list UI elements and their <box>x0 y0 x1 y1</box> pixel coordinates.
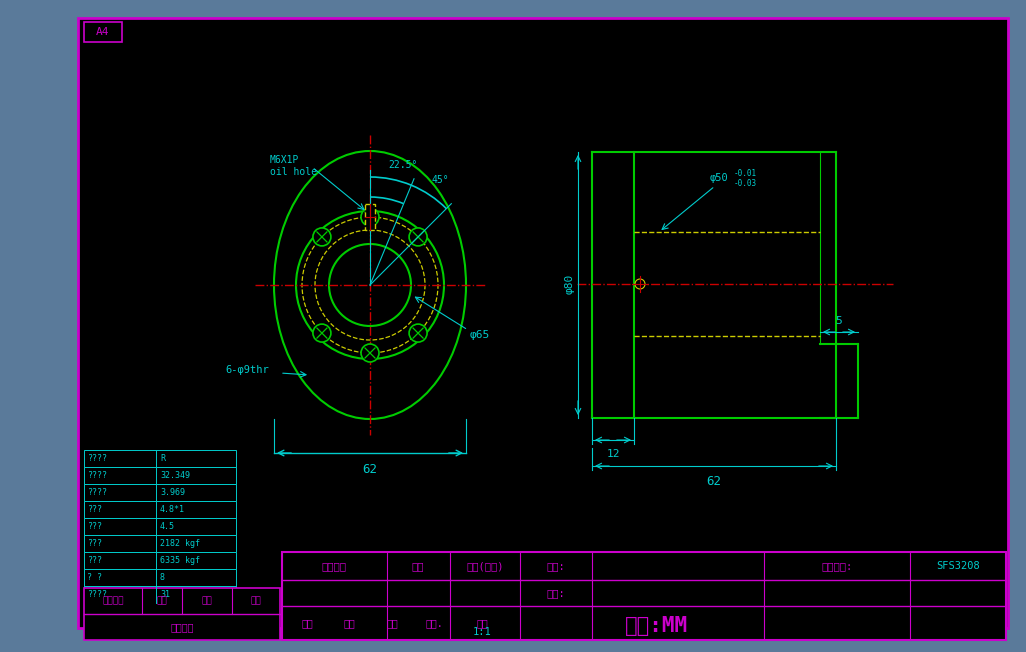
Bar <box>365 204 374 230</box>
Ellipse shape <box>313 324 331 342</box>
Text: ???: ??? <box>87 556 102 565</box>
Text: 45°: 45° <box>432 175 449 185</box>
Text: 视角.: 视角. <box>425 618 443 628</box>
Bar <box>282 552 1007 640</box>
Bar <box>84 588 280 640</box>
Text: 3.969: 3.969 <box>160 488 185 497</box>
Bar <box>84 569 236 586</box>
Text: -0.03: -0.03 <box>734 179 757 188</box>
Text: φ65: φ65 <box>470 330 490 340</box>
Text: 设计: 设计 <box>343 618 355 628</box>
Text: 22.5°: 22.5° <box>388 160 418 170</box>
Text: 6-φ9thr: 6-φ9thr <box>225 365 269 375</box>
Bar <box>84 518 236 535</box>
Text: M6X1P: M6X1P <box>270 155 300 165</box>
Text: ???: ??? <box>87 522 102 531</box>
Text: ????: ???? <box>87 488 107 497</box>
Text: A4: A4 <box>96 27 110 37</box>
Text: ????: ???? <box>87 454 107 463</box>
Text: oil hole: oil hole <box>270 167 317 177</box>
Text: 客户名称: 客户名称 <box>321 561 347 571</box>
Ellipse shape <box>361 208 379 226</box>
Bar <box>84 450 236 467</box>
Text: 审核: 审核 <box>386 618 398 628</box>
Text: ????: ???? <box>87 471 107 480</box>
Text: 参考图号:: 参考图号: <box>822 561 853 571</box>
Text: ???: ??? <box>87 539 102 548</box>
Bar <box>84 467 236 484</box>
Text: ???: ??? <box>87 505 102 514</box>
Text: 型号:: 型号: <box>547 561 565 571</box>
Text: 绘图: 绘图 <box>301 618 313 628</box>
Text: 日期: 日期 <box>411 561 424 571</box>
Text: 62: 62 <box>362 463 378 476</box>
Text: φ80: φ80 <box>565 274 575 294</box>
Text: 31: 31 <box>160 590 170 599</box>
Text: 32.349: 32.349 <box>160 471 190 480</box>
Text: 比例: 比例 <box>476 618 488 628</box>
Text: 日期: 日期 <box>202 597 212 606</box>
Ellipse shape <box>329 244 411 326</box>
Ellipse shape <box>295 211 444 359</box>
Text: 4.5: 4.5 <box>160 522 175 531</box>
Text: 6335 kgf: 6335 kgf <box>160 556 200 565</box>
Text: 材料:: 材料: <box>547 588 565 598</box>
Bar <box>84 535 236 552</box>
Text: 处数: 处数 <box>157 597 167 606</box>
Text: 62: 62 <box>707 475 721 488</box>
Text: ? ?: ? ? <box>87 573 102 582</box>
Bar <box>84 552 236 569</box>
Text: φ50: φ50 <box>710 173 728 183</box>
Text: 1:1: 1:1 <box>473 627 491 637</box>
Text: 数量(单台): 数量(单台) <box>466 561 504 571</box>
Text: -0.01: -0.01 <box>734 168 757 177</box>
Ellipse shape <box>313 228 331 246</box>
Text: ????: ???? <box>87 590 107 599</box>
Text: 5: 5 <box>835 316 842 326</box>
Text: 客户确认: 客户确认 <box>170 622 194 632</box>
Text: 8: 8 <box>160 573 165 582</box>
Text: 签名: 签名 <box>250 597 262 606</box>
Text: 12: 12 <box>606 449 620 459</box>
Text: R: R <box>160 454 165 463</box>
Bar <box>84 586 236 603</box>
Ellipse shape <box>361 344 379 362</box>
Bar <box>84 484 236 501</box>
Text: 单位:MM: 单位:MM <box>625 616 687 636</box>
Text: 4.8*1: 4.8*1 <box>160 505 185 514</box>
Ellipse shape <box>409 228 427 246</box>
Text: SFS3208: SFS3208 <box>936 561 980 571</box>
Text: 2182 kgf: 2182 kgf <box>160 539 200 548</box>
Ellipse shape <box>635 279 645 289</box>
Text: 更改标记: 更改标记 <box>103 597 124 606</box>
Ellipse shape <box>274 151 466 419</box>
Bar <box>84 22 122 42</box>
Bar <box>84 501 236 518</box>
Ellipse shape <box>409 324 427 342</box>
